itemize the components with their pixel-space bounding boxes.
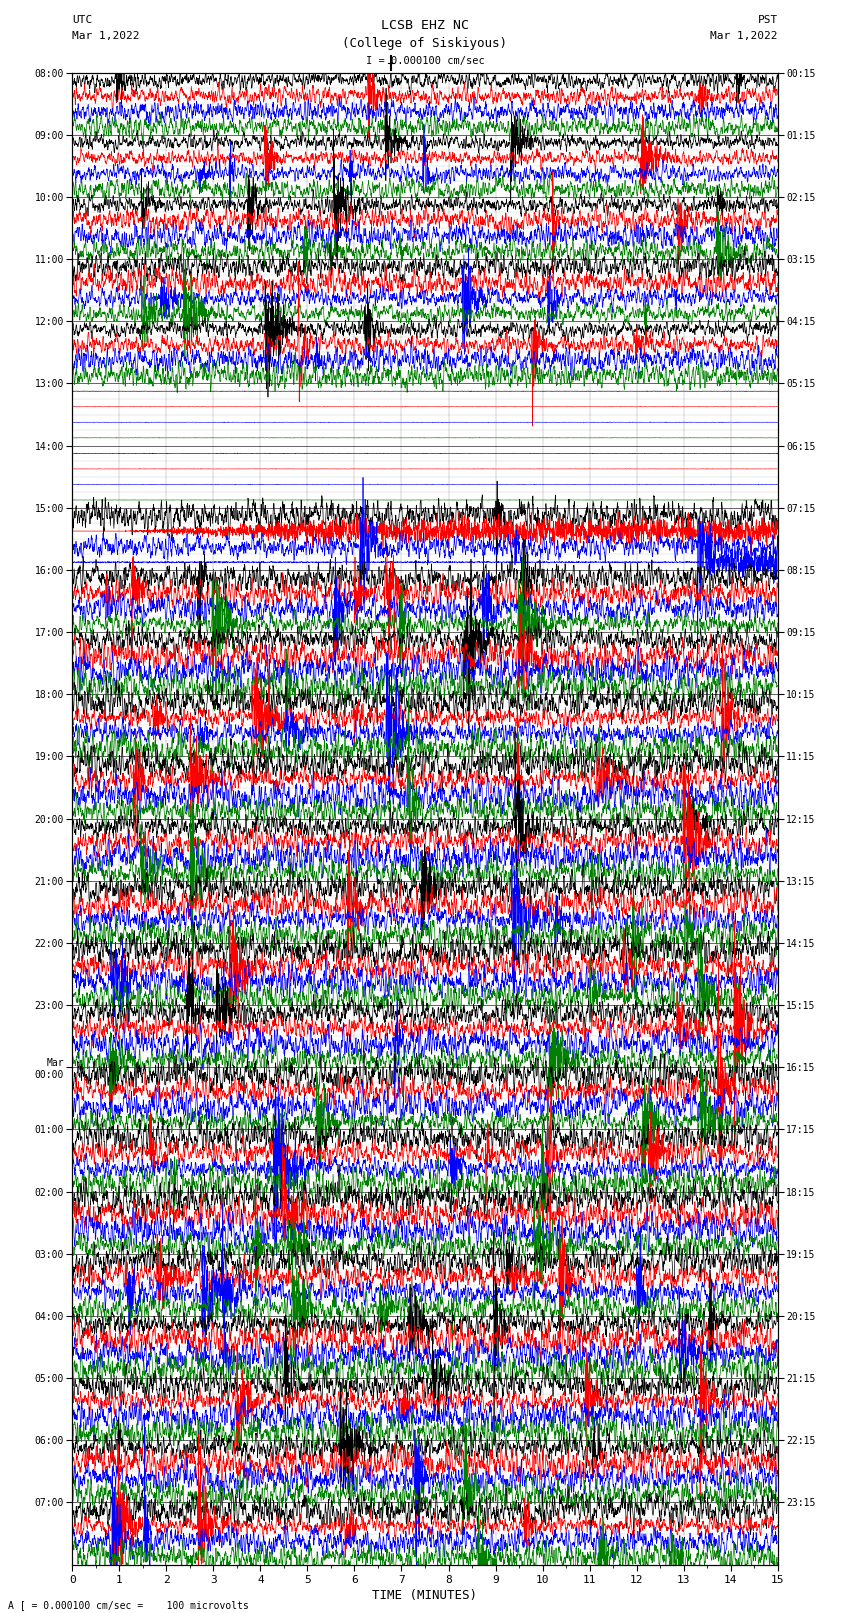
X-axis label: TIME (MINUTES): TIME (MINUTES): [372, 1589, 478, 1602]
Text: LCSB EHZ NC: LCSB EHZ NC: [381, 19, 469, 32]
Text: Mar 1,2022: Mar 1,2022: [711, 31, 778, 40]
Text: UTC: UTC: [72, 15, 93, 24]
Text: I = 0.000100 cm/sec: I = 0.000100 cm/sec: [366, 56, 484, 66]
Text: Mar 1,2022: Mar 1,2022: [72, 31, 139, 40]
Text: PST: PST: [757, 15, 778, 24]
Text: A [ = 0.000100 cm/sec =    100 microvolts: A [ = 0.000100 cm/sec = 100 microvolts: [8, 1600, 249, 1610]
Text: (College of Siskiyous): (College of Siskiyous): [343, 37, 507, 50]
